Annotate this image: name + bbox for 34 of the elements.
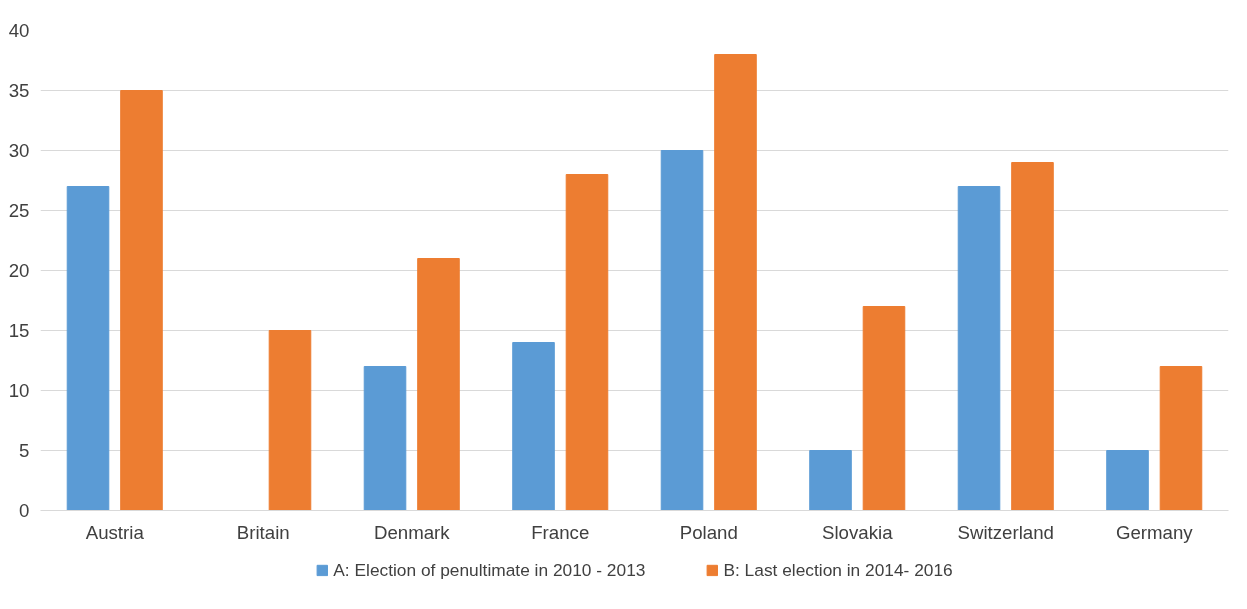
bar: [862, 306, 906, 511]
bar: [809, 450, 852, 511]
bar: [1159, 366, 1203, 511]
bar: [363, 366, 407, 511]
legend-label: A: Election of penultimate in 2010 - 2013: [333, 559, 646, 581]
y-tick-label: 10: [8, 380, 30, 401]
y-tick-label: 5: [19, 440, 30, 461]
bar: [1106, 450, 1149, 511]
bar: [66, 186, 110, 511]
bar: [417, 258, 460, 511]
y-tick-label: 15: [8, 320, 30, 341]
bar: [268, 330, 312, 511]
x-tick-label: Denmark: [373, 521, 451, 543]
legend-label: B: Last election in 2014- 2016: [723, 559, 953, 581]
y-tick-label: 20: [8, 260, 30, 281]
bar: [957, 186, 1001, 511]
bar: [660, 150, 704, 511]
bar: [714, 54, 757, 511]
x-tick-label: Austria: [85, 521, 145, 543]
y-tick-label: 30: [8, 140, 30, 161]
x-tick-label: Switzerland: [957, 521, 1054, 543]
x-tick-label: Britain: [236, 521, 290, 543]
x-tick-label: Slovakia: [821, 521, 894, 543]
y-tick-label: 0: [19, 500, 30, 521]
bar: [120, 90, 163, 511]
y-tick-label: 35: [8, 80, 30, 101]
x-tick-label: Germany: [1115, 521, 1194, 543]
y-tick-label: 40: [8, 20, 30, 41]
bar: [565, 174, 609, 511]
bar: [1011, 162, 1054, 511]
bar: [512, 342, 555, 511]
x-tick-label: France: [531, 521, 590, 543]
x-tick-label: Poland: [679, 521, 738, 543]
y-tick-label: 25: [8, 200, 30, 221]
